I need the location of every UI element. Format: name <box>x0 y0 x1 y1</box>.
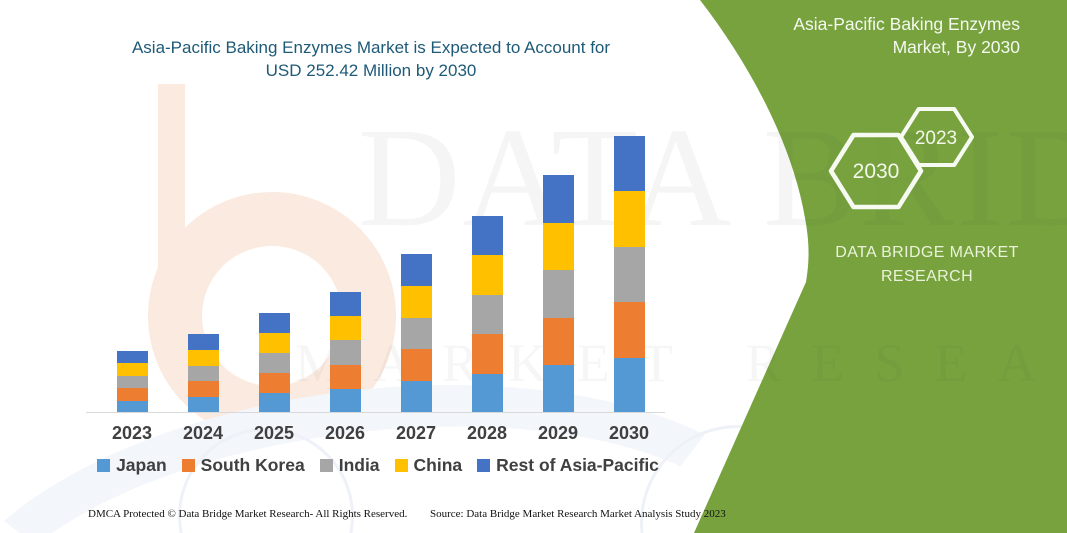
chart-legend: Japan South Korea India China Rest of Asia-P… <box>88 455 668 476</box>
bar-segment-south-korea-2024 <box>187 381 219 398</box>
bar-segment-japan-2027 <box>400 381 432 413</box>
bar-segment-south-korea-2029 <box>542 317 574 366</box>
legend-swatch-south-korea <box>181 459 195 472</box>
chart-title: Asia-Pacific Baking Enzymes Market is Ex… <box>65 36 677 82</box>
legend-swatch-china <box>394 459 408 472</box>
stacked-bar-2026 <box>329 292 361 413</box>
bar-segment-india-2030 <box>613 246 645 303</box>
bar-segment-japan-2028 <box>471 373 503 413</box>
bar-segment-rest-of-asia-pacific-2030 <box>613 136 645 192</box>
x-axis-label-2028: 2028 <box>466 423 508 443</box>
x-axis-label-2026: 2026 <box>324 423 366 443</box>
x-axis-label-2029: 2029 <box>537 423 579 443</box>
bar-segment-japan-2029 <box>542 365 574 413</box>
bar-segment-china-2028 <box>471 255 503 295</box>
footer-copyright: DMCA Protected © Data Bridge Market Rese… <box>88 508 408 520</box>
stacked-bar-2029 <box>542 175 574 413</box>
legend-label-india: India <box>338 455 380 475</box>
legend-label-japan: Japan <box>116 455 167 475</box>
bar-segment-china-2023 <box>116 363 148 376</box>
bar-segment-rest-of-asia-pacific-2027 <box>400 254 432 286</box>
bar-segment-india-2027 <box>400 317 432 350</box>
legend-swatch-japan <box>97 459 111 472</box>
hexagon-2030-outline <box>828 132 924 210</box>
stacked-bar-2024 <box>187 334 219 413</box>
hexagon-2023-label: 2023 <box>915 128 957 149</box>
bar-segment-india-2024 <box>187 365 219 382</box>
stacked-bar-2023 <box>116 351 148 413</box>
bar-segment-rest-of-asia-pacific-2029 <box>542 175 574 223</box>
bar-segment-rest-of-asia-pacific-2024 <box>187 334 219 350</box>
stacked-bar-2030 <box>613 136 645 413</box>
hexagon-2030-label: 2030 <box>853 160 900 183</box>
bar-segment-china-2030 <box>613 191 645 247</box>
legend-label-rest-of-asia-pacific: Rest of Asia-Pacific <box>496 455 659 475</box>
bar-segment-india-2023 <box>116 375 148 389</box>
x-axis-label-2023: 2023 <box>111 423 153 443</box>
legend-swatch-rest-of-asia-pacific <box>477 459 491 472</box>
legend-label-china: China <box>413 455 463 475</box>
bar-segment-south-korea-2026 <box>329 364 361 389</box>
bar-segment-japan-2024 <box>187 397 219 413</box>
bar-segment-south-korea-2025 <box>258 373 290 393</box>
bar-segment-japan-2023 <box>116 400 148 413</box>
bar-segment-china-2025 <box>258 333 290 353</box>
legend-item-japan: Japan <box>97 455 167 476</box>
bar-segment-south-korea-2028 <box>471 334 503 374</box>
footer-source: Source: Data Bridge Market Research Mark… <box>430 508 726 520</box>
stacked-bar-2025 <box>258 313 290 413</box>
x-axis-label-2024: 2024 <box>182 423 224 443</box>
legend-swatch-india <box>319 459 333 472</box>
green-panel-path <box>694 0 1067 533</box>
legend-item-rest-of-asia-pacific: Rest of Asia-Pacific <box>477 455 659 476</box>
bar-segment-japan-2025 <box>258 393 290 413</box>
bar-segment-south-korea-2023 <box>116 388 148 401</box>
chart-title-line2: USD 252.42 Million by 2030 <box>265 61 477 80</box>
chart-title-line1: Asia-Pacific Baking Enzymes Market is Ex… <box>131 38 611 57</box>
bar-segment-india-2025 <box>258 353 290 373</box>
side-panel-title: Asia-Pacific Baking Enzymes Market, By 2… <box>793 14 1020 57</box>
bar-segment-rest-of-asia-pacific-2025 <box>258 313 290 333</box>
bar-segment-india-2029 <box>542 270 574 318</box>
bar-segment-china-2029 <box>542 222 574 271</box>
bar-segment-rest-of-asia-pacific-2026 <box>329 292 361 317</box>
bar-segment-japan-2030 <box>613 357 645 413</box>
legend-item-india: India <box>319 455 380 476</box>
legend-item-south-korea: South Korea <box>181 455 305 476</box>
bar-segment-china-2024 <box>187 349 219 366</box>
bar-segment-china-2026 <box>329 316 361 341</box>
x-axis-label-2027: 2027 <box>395 423 437 443</box>
stacked-bar-2027 <box>400 254 432 413</box>
bar-segment-india-2028 <box>471 294 503 335</box>
bar-segment-china-2027 <box>400 285 432 318</box>
bar-segment-rest-of-asia-pacific-2028 <box>471 216 503 256</box>
bar-segment-india-2026 <box>329 340 361 365</box>
x-axis-label-2025: 2025 <box>253 423 295 443</box>
bar-segment-south-korea-2030 <box>613 302 645 358</box>
bar-segment-rest-of-asia-pacific-2023 <box>116 351 148 364</box>
legend-label-south-korea: South Korea <box>200 455 305 475</box>
bar-segment-japan-2026 <box>329 388 361 413</box>
x-axis-label-2030: 2030 <box>608 423 650 443</box>
legend-item-china: China <box>394 455 463 476</box>
stacked-bar-2028 <box>471 216 503 413</box>
x-axis-line <box>86 412 665 413</box>
bar-segment-south-korea-2027 <box>400 349 432 382</box>
brand-name: DATA BRIDGE MARKET RESEARCH <box>835 244 1019 285</box>
